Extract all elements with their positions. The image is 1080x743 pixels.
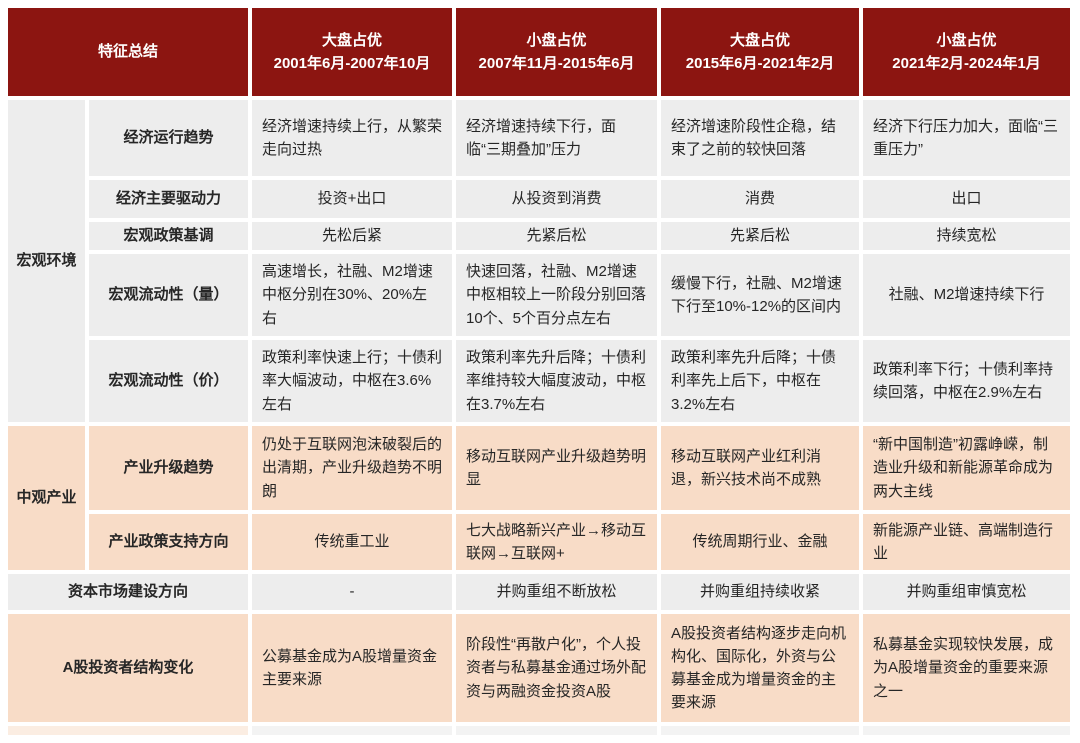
table-cell: 缓慢下行，社融、M2增速下行至10%-12%的区间内 xyxy=(661,254,859,336)
row-label: 产业升级趋势 xyxy=(89,426,248,510)
period-style: 小盘占优 xyxy=(526,31,587,49)
table-cell: A股投资者结构逐步走向机构化、国际化，外资与公募基金成为增量资金的主要来源 xyxy=(661,614,859,722)
row-label: 产业政策支持方向 xyxy=(89,514,248,570)
cutoff-row-cell xyxy=(456,726,657,735)
table-cell: 从投资到消费 xyxy=(456,180,657,218)
period-range: 2007年11月-2015年6月 xyxy=(478,55,635,72)
row-label: 经济运行趋势 xyxy=(89,100,248,176)
style-period-comparison-table: 特征总结 大盘占优 2001年6月-2007年10月 小盘占优 2007年11月… xyxy=(8,8,1070,735)
cutoff-row-cell xyxy=(863,726,1070,735)
header-period-4: 小盘占优 2021年2月-2024年1月 xyxy=(863,8,1070,96)
section-label: 中观产业 xyxy=(8,426,85,570)
period-range: 2021年2月-2024年1月 xyxy=(892,55,1041,72)
table-cell: 移动互联网产业升级趋势明显 xyxy=(456,426,657,510)
table-cell: 公募基金成为A股增量资金主要来源 xyxy=(252,614,452,722)
section-label: 宏观环境 xyxy=(8,100,85,422)
table-cell: “新中国制造”初露峥嵘，制造业升级和新能源革命成为两大主线 xyxy=(863,426,1070,510)
table-cell: 私募基金实现较快发展，成为A股增量资金的重要来源之一 xyxy=(863,614,1070,722)
period-style: 大盘占优 xyxy=(321,31,382,49)
header-period-1: 大盘占优 2001年6月-2007年10月 xyxy=(252,8,452,96)
header-feature-summary: 特征总结 xyxy=(8,8,248,96)
table-cell: - xyxy=(252,574,452,610)
table-cell: 先紧后松 xyxy=(661,222,859,250)
table-cell: 传统周期行业、金融 xyxy=(661,514,859,570)
table-cell: 七大战略新兴产业→移动互联网→互联网+ xyxy=(456,514,657,570)
table-cell: 社融、M2增速持续下行 xyxy=(863,254,1070,336)
period-style: 大盘占优 xyxy=(729,31,790,49)
row-label: A股投资者结构变化 xyxy=(8,614,248,722)
table-cell: 政策利率先升后降；十债利率维持较大幅度波动，中枢在3.7%左右 xyxy=(456,340,657,422)
table-cell: 移动互联网产业红利消退，新兴技术尚不成熟 xyxy=(661,426,859,510)
table-cell: 先松后紧 xyxy=(252,222,452,250)
table-cell: 出口 xyxy=(863,180,1070,218)
table-cell: 并购重组持续收紧 xyxy=(661,574,859,610)
row-label: 宏观流动性（价） xyxy=(89,340,248,422)
row-label: 宏观流动性（量） xyxy=(89,254,248,336)
table-cell: 仍处于互联网泡沫破裂后的出清期，产业升级趋势不明朗 xyxy=(252,426,452,510)
header-period-3: 大盘占优 2015年6月-2021年2月 xyxy=(661,8,859,96)
table-cell: 高速增长，社融、M2增速中枢分别在30%、20%左右 xyxy=(252,254,452,336)
table-cell: 投资+出口 xyxy=(252,180,452,218)
table-cell: 传统重工业 xyxy=(252,514,452,570)
table-cell: 阶段性“再散户化”，个人投资者与私募基金通过场外配资与两融资金投资A股 xyxy=(456,614,657,722)
table-cell: 政策利率先升后降；十债利率先上后下，中枢在3.2%左右 xyxy=(661,340,859,422)
row-label: 宏观政策基调 xyxy=(89,222,248,250)
table-cell: 经济增速持续下行，面临“三期叠加”压力 xyxy=(456,100,657,176)
cutoff-row-cell xyxy=(661,726,859,735)
table-cell: 新能源产业链、高端制造行业 xyxy=(863,514,1070,570)
row-label: 资本市场建设方向 xyxy=(8,574,248,610)
table-cell: 先紧后松 xyxy=(456,222,657,250)
period-style: 小盘占优 xyxy=(936,31,997,49)
table-cell: 并购重组审慎宽松 xyxy=(863,574,1070,610)
table-cell: 快速回落，社融、M2增速中枢相较上一阶段分别回落10个、5个百分点左右 xyxy=(456,254,657,336)
table-cell: 消费 xyxy=(661,180,859,218)
header-period-2: 小盘占优 2007年11月-2015年6月 xyxy=(456,8,657,96)
period-range: 2001年6月-2007年10月 xyxy=(273,55,431,72)
period-range: 2015年6月-2021年2月 xyxy=(685,55,835,72)
cutoff-row-label xyxy=(8,726,248,735)
row-label: 经济主要驱动力 xyxy=(89,180,248,218)
table-cell: 经济下行压力加大，面临“三重压力” xyxy=(863,100,1070,176)
table-cell: 政策利率下行；十债利率持续回落，中枢在2.9%左右 xyxy=(863,340,1070,422)
cutoff-row-cell xyxy=(252,726,452,735)
table-cell: 经济增速持续上行，从繁荣走向过热 xyxy=(252,100,452,176)
table-cell: 经济增速阶段性企稳，结束了之前的较快回落 xyxy=(661,100,859,176)
table-cell: 政策利率快速上行；十债利率大幅波动，中枢在3.6%左右 xyxy=(252,340,452,422)
table-cell: 持续宽松 xyxy=(863,222,1070,250)
table-cell: 并购重组不断放松 xyxy=(456,574,657,610)
